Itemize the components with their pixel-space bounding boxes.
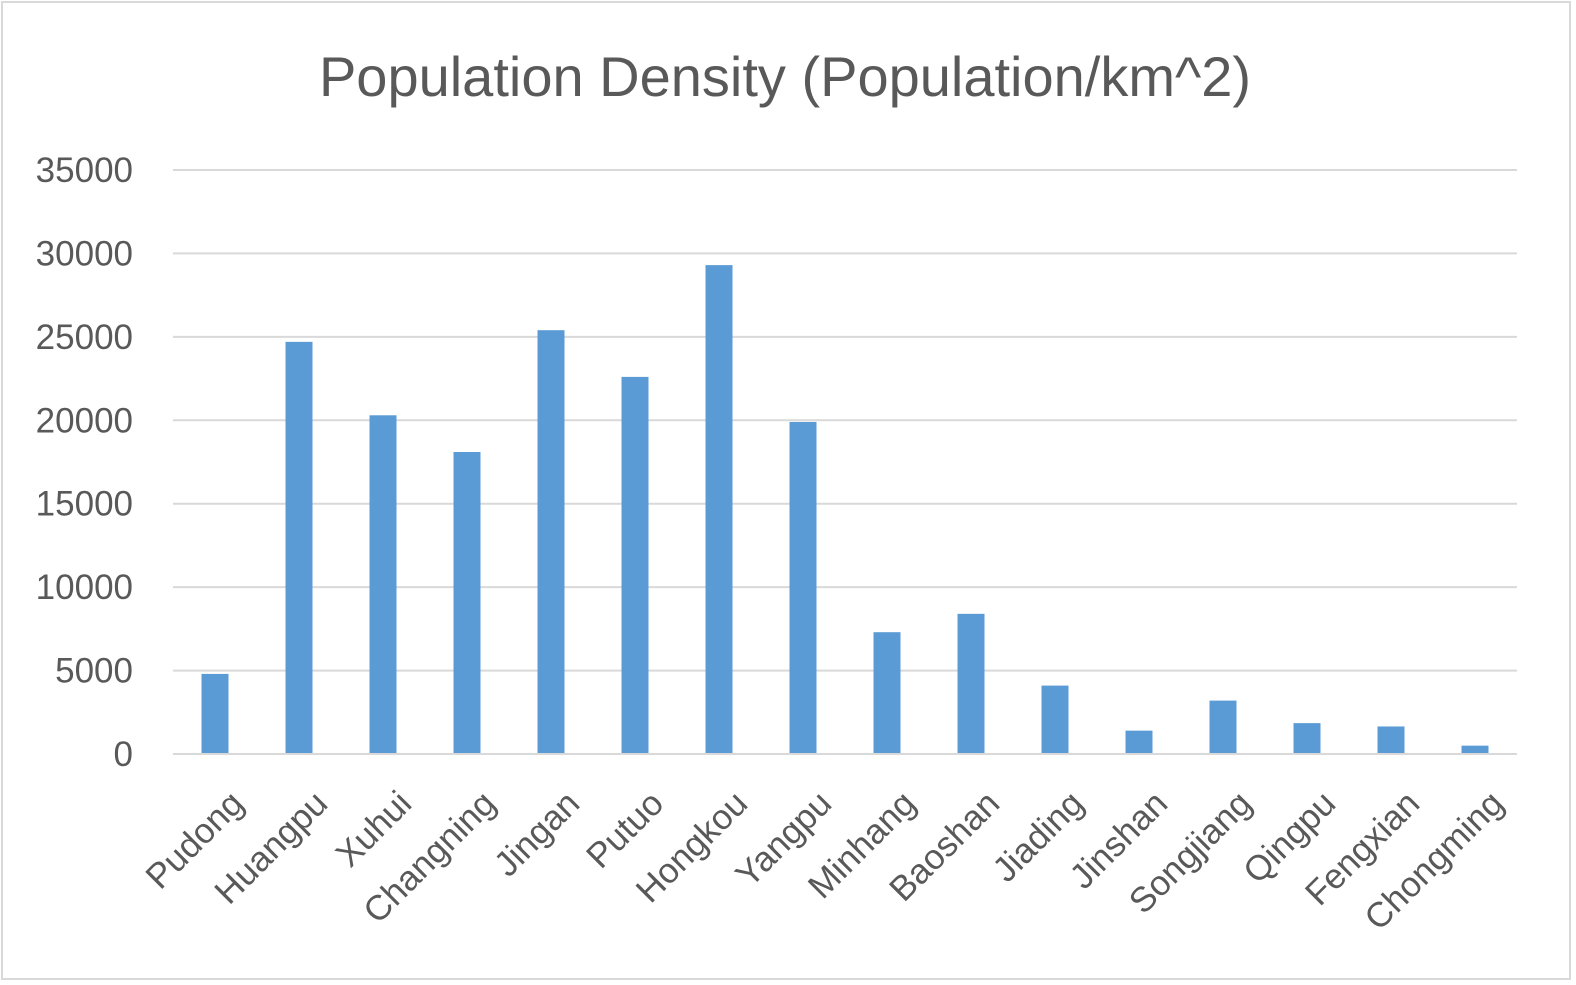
y-tick-label: 5000 xyxy=(55,652,133,691)
bar-changning xyxy=(453,451,481,754)
y-tick-label: 15000 xyxy=(36,485,133,524)
y-tick-label: 0 xyxy=(114,735,133,774)
x-axis-categories: PudongHuangpuXuhuiChangningJinganPutuoHo… xyxy=(138,784,1511,938)
y-tick-label: 20000 xyxy=(36,401,133,440)
y-tick-label: 30000 xyxy=(36,234,133,273)
y-axis-ticks: 0 5000 10000 15000 20000 25000 30000 35000 xyxy=(36,151,133,774)
bar-jiading xyxy=(1041,685,1069,754)
bar-jingan xyxy=(537,330,565,754)
bar-minhang xyxy=(873,632,901,754)
bar-pudong xyxy=(201,673,229,754)
bar-xuhui xyxy=(369,415,397,754)
x-category-label: Jingan xyxy=(487,784,588,885)
y-tick-label: 10000 xyxy=(36,568,133,607)
gridlines xyxy=(173,169,1517,672)
bar-songjiang xyxy=(1209,700,1237,754)
chart-title: Population Density (Population/km^2) xyxy=(319,45,1251,108)
bar-chongming xyxy=(1461,745,1489,754)
bar-putuo xyxy=(621,376,649,754)
bars xyxy=(201,265,1489,754)
bar-hongkou xyxy=(705,265,733,754)
y-tick-label: 25000 xyxy=(36,318,133,357)
bar-baoshan xyxy=(957,613,985,754)
bar-fengxian xyxy=(1377,726,1405,754)
bar-yangpu xyxy=(789,421,817,754)
bar-huangpu xyxy=(285,341,313,754)
bar-jinshan xyxy=(1125,730,1153,754)
bar-qingpu xyxy=(1293,723,1321,754)
y-tick-label: 35000 xyxy=(36,151,133,190)
